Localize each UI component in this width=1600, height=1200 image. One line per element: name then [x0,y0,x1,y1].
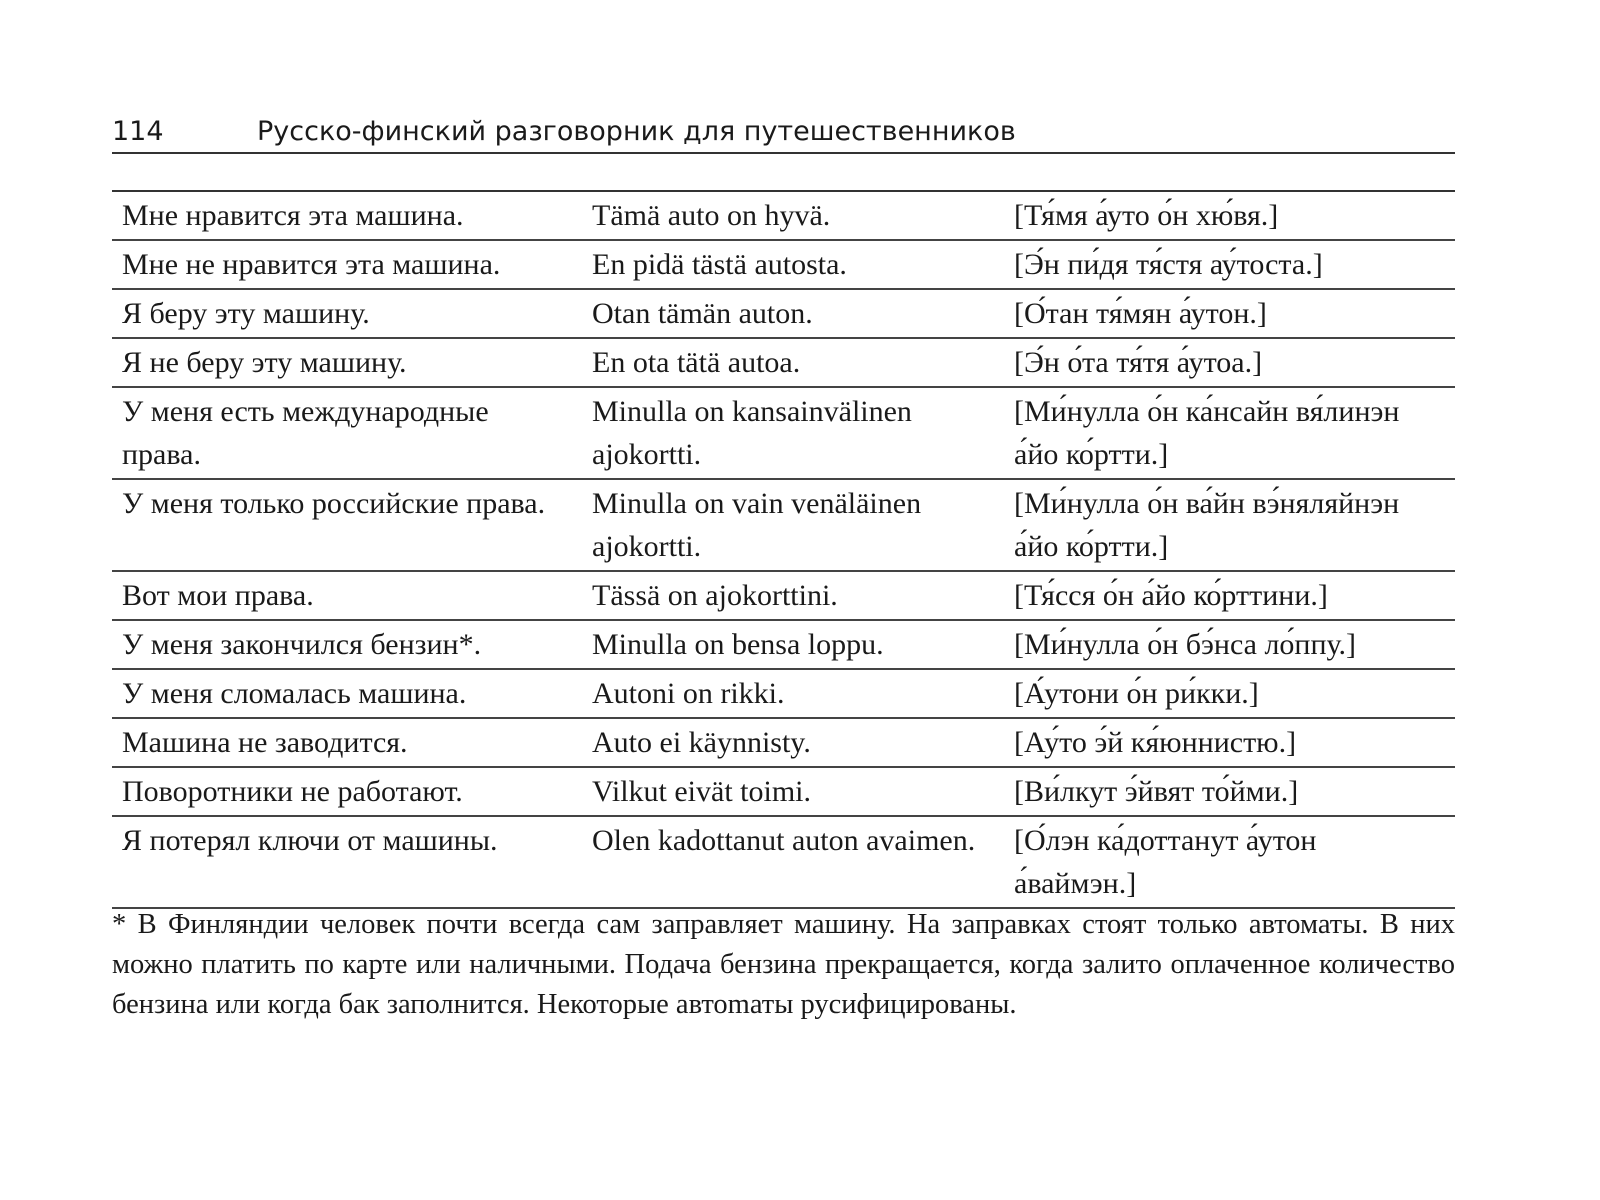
finnish-phrase: Minulla on kansainvälinen ajokortti. [582,387,1004,480]
finnish-phrase: Minulla on vain venäläinen ajokortti. [582,479,1004,572]
table-row: Вот мои права. Tässä on ajokorttini. [Тя́с… [112,571,1455,621]
russian-phrase: У меня есть международные права. [112,387,582,480]
russian-phrase: Вот мои права. [112,571,582,621]
table-row: Я не беру эту машину. En ota tätä autoa.[… [112,338,1455,388]
transcription: [Ми́нулла о́н ка́нсайн вя́линэн а́йо ко́… [1004,387,1455,480]
transcription: [Ми́нулла о́н ва́йн вэ́няляйнэн а́йо ко́… [1004,479,1455,572]
russian-phrase: У меня сломалась машина. [112,669,582,719]
table-row: У меня закончился бензин*. Minulla on ben… [112,620,1455,670]
finnish-phrase: Vilkut eivät toimi. [582,767,1004,817]
transcription: [А́утони о́н ри́кки.] [1004,669,1455,719]
phrase-table: Мне нравится эта машина. Tämä auto on hyv… [112,190,1455,909]
finnish-phrase: Tämä auto on hyvä. [582,191,1004,241]
page-number: 114 [112,116,164,147]
transcription: [Э́н пи́дя тя́стя ау́тоста.] [1004,240,1455,290]
russian-phrase: Машина не заводится. [112,718,582,768]
russian-phrase: Я не беру эту машину. [112,338,582,388]
book-title: Русско-финский разговорник для путешеств… [257,116,1016,147]
transcription: [Тя́сся о́н а́йо ко́рттини.] [1004,571,1455,621]
russian-phrase: Мне не нравится эта машина. [112,240,582,290]
table-row: Я беру эту машину. Otan tämän auton. [О́та… [112,289,1455,339]
russian-phrase: Поворотники не работают. [112,767,582,817]
transcription: [Э́н о́та тя́тя а́утоа.] [1004,338,1455,388]
transcription: [Ми́нулла о́н бэ́нса ло́ппу.] [1004,620,1455,670]
finnish-phrase: Autoni on rikki. [582,669,1004,719]
transcription: [О́тан тя́мян а́утон.] [1004,289,1455,339]
finnish-phrase: En pidä tästä autosta. [582,240,1004,290]
table-row: У меня сломалась машина. Autoni on rikki.… [112,669,1455,719]
russian-phrase: У меня закончился бензин*. [112,620,582,670]
russian-phrase: Я потерял ключи от машины. [112,816,582,909]
russian-phrase: Мне нравится эта машина. [112,191,582,241]
table-row: У меня есть международные права. Minulla … [112,387,1455,480]
finnish-phrase: Olen kadottanut auton avaimen. [582,816,1004,909]
finnish-phrase: Tässä on ajokorttini. [582,571,1004,621]
russian-phrase: Я беру эту машину. [112,289,582,339]
footnote: * В Финляндии человек почти всегда сам з… [112,909,1455,1020]
table-row: Мне не нравится эта машина. En pidä tästä… [112,240,1455,290]
table-row: Мне нравится эта машина. Tämä auto on hyv… [112,191,1455,241]
table-row: Я потерял ключи от машины. Olen kadottanu… [112,816,1455,909]
finnish-phrase: Otan tämän auton. [582,289,1004,339]
finnish-phrase: Auto ei käynnisty. [582,718,1004,768]
russian-phrase: У меня только российские права. [112,479,582,572]
transcription: [Тя́мя а́уто о́н хю́вя.] [1004,191,1455,241]
table-row: Машина не заводится. Auto ei käynnisty. [А… [112,718,1455,768]
running-header: 114 Русско-финский разговорник для путеш… [112,112,1455,154]
finnish-phrase: Minulla on bensa loppu. [582,620,1004,670]
transcription: [Ви́лкут э́йвят то́йми.] [1004,767,1455,817]
finnish-phrase: En ota tätä autoa. [582,338,1004,388]
table-row: У меня только российские права. Minulla o… [112,479,1455,572]
transcription: [О́лэн ка́доттанут а́утон а́ваймэн.] [1004,816,1455,909]
table-row: Поворотники не работают. Vilkut eivät toi… [112,767,1455,817]
transcription: [Ау́то э́й кя́юннистю.] [1004,718,1455,768]
